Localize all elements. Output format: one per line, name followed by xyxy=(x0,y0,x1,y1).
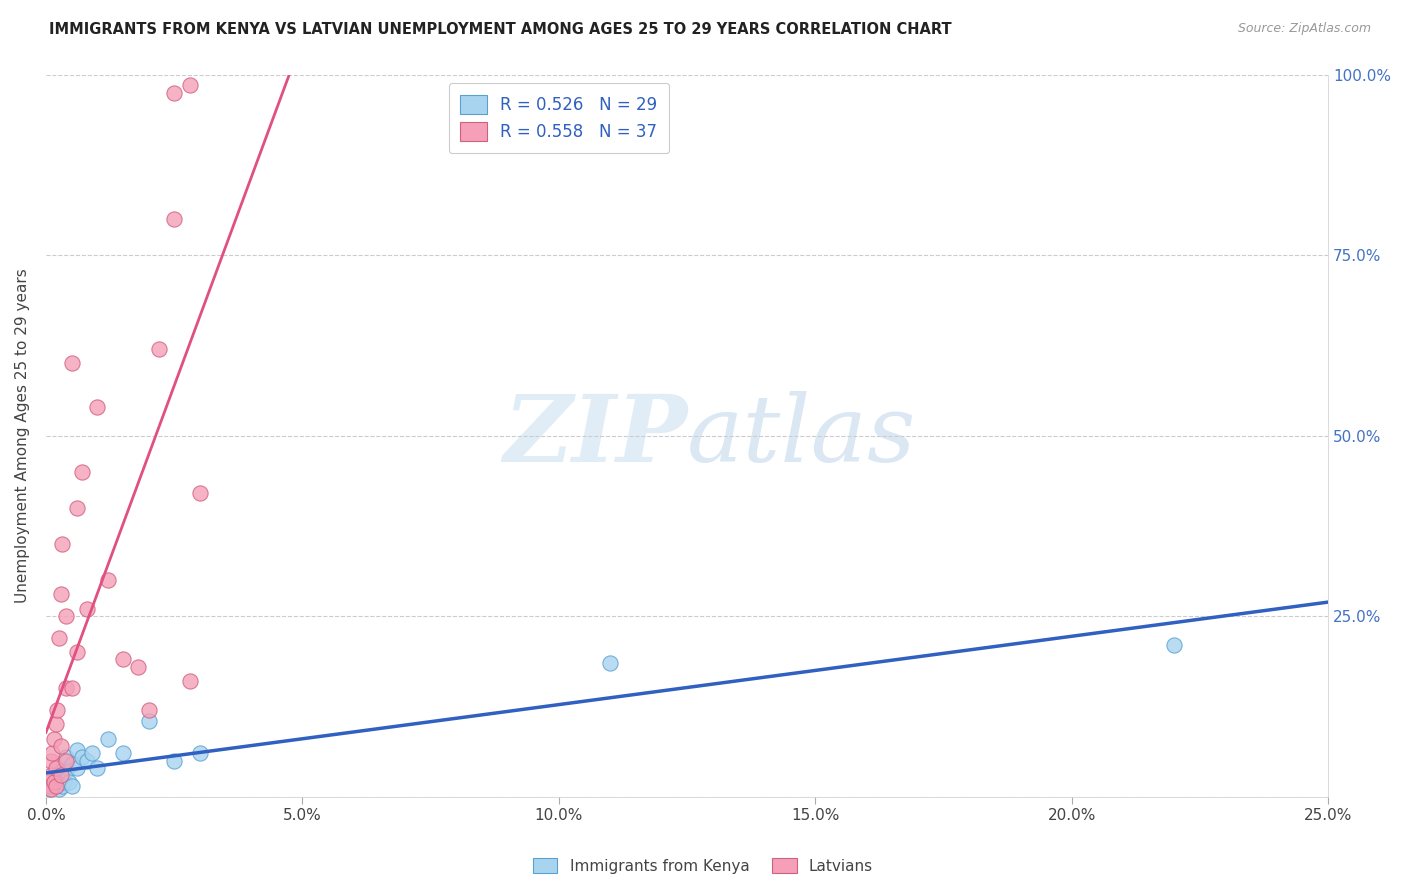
Point xyxy=(39,782,62,797)
Point xyxy=(51,537,73,551)
Point xyxy=(76,754,98,768)
Y-axis label: Unemployment Among Ages 25 to 29 years: Unemployment Among Ages 25 to 29 years xyxy=(15,268,30,603)
Point xyxy=(51,768,73,782)
Point xyxy=(127,659,149,673)
Point xyxy=(66,500,89,515)
Point xyxy=(96,731,118,746)
Point xyxy=(1163,638,1185,652)
Point xyxy=(44,772,66,786)
Point xyxy=(66,743,89,757)
Point xyxy=(42,731,65,746)
Point xyxy=(51,772,73,786)
Point xyxy=(86,400,108,414)
Point xyxy=(188,486,211,500)
Point xyxy=(46,768,69,782)
Point xyxy=(48,782,70,797)
Point xyxy=(70,750,93,764)
Point xyxy=(39,768,62,782)
Point xyxy=(111,747,134,761)
Point xyxy=(51,587,73,601)
Point xyxy=(42,775,65,789)
Point xyxy=(138,703,160,717)
Point xyxy=(45,761,67,775)
Point xyxy=(163,86,186,100)
Point xyxy=(39,782,62,797)
Point xyxy=(48,631,70,645)
Point xyxy=(52,775,75,789)
Legend: R = 0.526   N = 29, R = 0.558   N = 37: R = 0.526 N = 29, R = 0.558 N = 37 xyxy=(449,83,669,153)
Point xyxy=(163,211,186,226)
Point xyxy=(60,356,83,370)
Point xyxy=(86,761,108,775)
Point xyxy=(55,750,77,764)
Point xyxy=(96,573,118,587)
Point xyxy=(179,78,201,93)
Point xyxy=(179,674,201,689)
Point xyxy=(55,754,77,768)
Point xyxy=(148,342,170,356)
Legend: Immigrants from Kenya, Latvians: Immigrants from Kenya, Latvians xyxy=(527,852,879,880)
Point xyxy=(60,681,83,696)
Point xyxy=(38,775,60,789)
Point xyxy=(51,764,73,779)
Point xyxy=(55,681,77,696)
Point xyxy=(138,714,160,728)
Text: IMMIGRANTS FROM KENYA VS LATVIAN UNEMPLOYMENT AMONG AGES 25 TO 29 YEARS CORRELAT: IMMIGRANTS FROM KENYA VS LATVIAN UNEMPLO… xyxy=(49,22,952,37)
Point xyxy=(45,779,67,793)
Point xyxy=(60,757,83,772)
Point xyxy=(70,465,93,479)
Text: Source: ZipAtlas.com: Source: ZipAtlas.com xyxy=(1237,22,1371,36)
Point xyxy=(76,602,98,616)
Point xyxy=(51,739,73,753)
Point xyxy=(163,754,186,768)
Point xyxy=(41,779,63,793)
Point xyxy=(60,779,83,793)
Point xyxy=(111,652,134,666)
Point xyxy=(599,656,621,670)
Point xyxy=(188,747,211,761)
Point xyxy=(42,775,65,789)
Point xyxy=(55,609,77,624)
Point xyxy=(55,764,77,779)
Text: ZIP: ZIP xyxy=(503,391,688,481)
Point xyxy=(58,775,80,789)
Point xyxy=(41,747,63,761)
Point xyxy=(46,703,69,717)
Text: atlas: atlas xyxy=(688,391,917,481)
Point xyxy=(66,645,89,659)
Point xyxy=(82,747,104,761)
Point xyxy=(51,779,73,793)
Point xyxy=(39,754,62,768)
Point xyxy=(45,779,67,793)
Point xyxy=(45,717,67,731)
Point xyxy=(66,761,89,775)
Point xyxy=(39,779,62,793)
